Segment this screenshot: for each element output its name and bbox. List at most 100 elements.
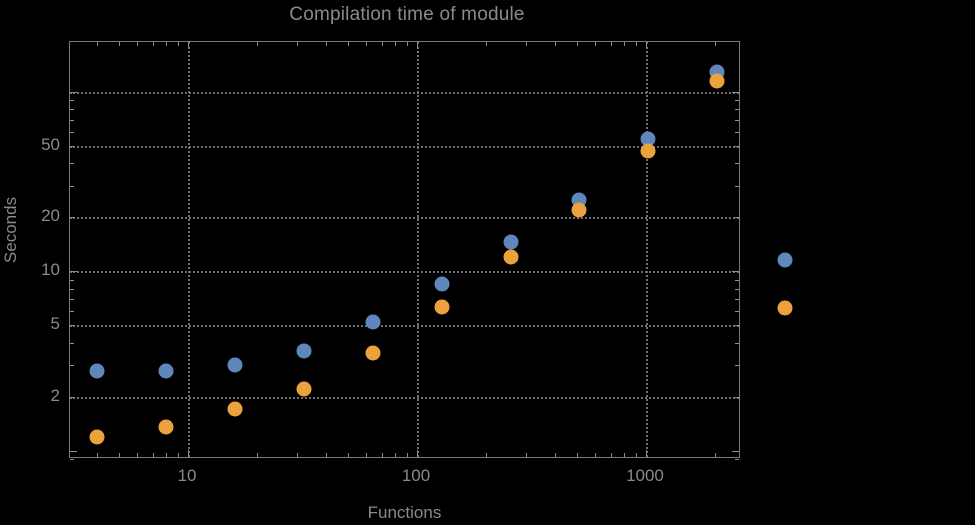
- x-axis-tick: [348, 42, 350, 46]
- x-axis-tick: [394, 42, 396, 46]
- x-axis-tick: [714, 42, 716, 46]
- x-axis-tick-label: 10: [177, 466, 197, 485]
- x-axis-tick: [366, 42, 368, 46]
- x-axis-tick: [348, 453, 350, 457]
- y-axis-tick: [70, 450, 77, 452]
- x-axis-tick: [623, 42, 625, 46]
- x-axis-tick: [297, 453, 299, 457]
- x-axis-tick: [610, 453, 612, 457]
- x-axis-tick: [177, 42, 179, 46]
- data-point: [503, 234, 518, 250]
- gridline-horizontal: [70, 146, 739, 148]
- x-axis-tick: [577, 453, 579, 457]
- x-axis-tick-label: 100: [401, 466, 431, 485]
- y-axis-tick: [70, 325, 74, 327]
- y-axis-tick: [735, 299, 739, 301]
- data-point: [365, 345, 381, 361]
- y-axis-tick-label: 50: [41, 135, 60, 154]
- y-axis-tick: [735, 396, 739, 398]
- y-axis-tick: [735, 311, 739, 313]
- y-axis-tick: [732, 92, 739, 93]
- x-axis-tick: [554, 453, 556, 457]
- data-point: [296, 381, 312, 397]
- x-axis-tick: [381, 42, 383, 46]
- x-axis-tick: [554, 42, 556, 46]
- x-axis-tick: [137, 453, 139, 457]
- data-point: [777, 300, 793, 316]
- x-axis-tick: [96, 453, 98, 457]
- data-point: [434, 299, 450, 315]
- gridline-horizontal: [70, 217, 739, 220]
- x-axis-tick: [635, 453, 637, 457]
- y-axis-tick-label: 10: [41, 260, 60, 280]
- y-axis-tick: [735, 217, 739, 219]
- x-axis-tick: [152, 42, 154, 46]
- y-axis-tick: [70, 163, 74, 165]
- y-axis-tick: [70, 279, 74, 281]
- x-axis-tick: [297, 42, 299, 46]
- x-axis-tick: [177, 453, 179, 457]
- gridline-vertical: [188, 42, 191, 457]
- x-axis-tick: [256, 453, 258, 457]
- x-axis-tick: [485, 42, 487, 46]
- x-axis-tick: [325, 453, 327, 457]
- x-axis-tick: [165, 42, 167, 46]
- x-axis-tick: [595, 453, 597, 457]
- y-axis-tick: [70, 271, 77, 273]
- plot-frame: [69, 41, 740, 460]
- y-axis-tick: [70, 299, 74, 301]
- x-axis-tick: [635, 42, 637, 46]
- gridline-horizontal: [70, 92, 739, 94]
- y-axis-tick: [735, 163, 739, 165]
- page-title: Compilation time of module: [289, 4, 525, 25]
- y-axis-tick: [735, 119, 739, 121]
- x-axis-tick: [645, 42, 647, 49]
- y-axis-tick: [70, 109, 74, 111]
- data-point: [503, 249, 518, 265]
- x-axis-label: Functions: [367, 503, 442, 522]
- x-axis-tick: [381, 453, 383, 457]
- data-point: [571, 202, 587, 218]
- x-axis-tick: [96, 42, 98, 46]
- data-point: [158, 363, 174, 379]
- x-axis-tick: [526, 453, 528, 457]
- data-point: [296, 343, 312, 359]
- x-axis-tick: [165, 453, 167, 457]
- y-axis-tick: [735, 325, 739, 327]
- y-axis-tick-label: 5: [50, 314, 60, 334]
- y-axis-tick: [70, 217, 74, 219]
- plot-area: [70, 42, 739, 460]
- y-axis-tick-label: 2: [50, 385, 60, 405]
- y-axis-tick: [70, 288, 74, 290]
- x-axis-tick: [610, 42, 612, 46]
- gridline-horizontal: [70, 325, 739, 328]
- x-axis-tick: [325, 42, 327, 46]
- y-axis-tick: [732, 271, 739, 273]
- data-point: [158, 419, 174, 435]
- y-axis-tick: [70, 342, 74, 344]
- y-axis-tick: [70, 185, 74, 187]
- x-axis-tick: [577, 42, 579, 46]
- x-axis-tick: [485, 453, 487, 457]
- x-axis-tick-label: 1000: [626, 466, 664, 485]
- x-axis-tick: [137, 42, 139, 46]
- data-point: [365, 314, 381, 330]
- data-point: [709, 73, 725, 89]
- y-axis-tick: [70, 396, 74, 398]
- x-axis-tick: [119, 42, 121, 46]
- data-point: [89, 363, 105, 379]
- data-point: [640, 143, 656, 159]
- x-axis-tick: [417, 42, 419, 49]
- y-axis-tick: [735, 100, 739, 102]
- y-axis-tick: [70, 311, 74, 313]
- y-axis-tick: [735, 279, 739, 281]
- y-axis-tick: [70, 365, 74, 367]
- x-axis-tick: [152, 453, 154, 457]
- data-point: [777, 252, 793, 267]
- data-point: [640, 131, 656, 147]
- y-axis-tick: [70, 146, 74, 147]
- y-axis-tick: [735, 365, 739, 367]
- y-axis-tick: [735, 342, 739, 344]
- y-axis-tick: [735, 459, 739, 460]
